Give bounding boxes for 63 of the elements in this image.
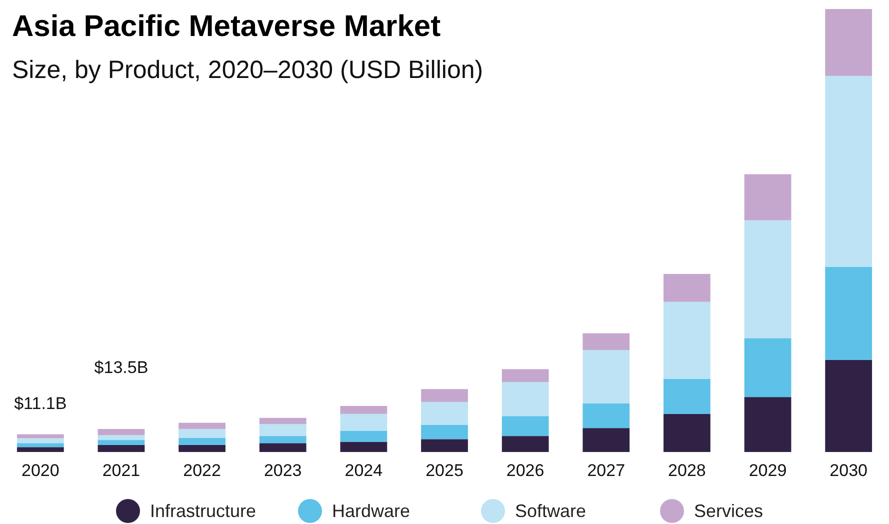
bar [259, 424, 306, 436]
bar [744, 397, 792, 452]
bar [98, 435, 145, 440]
chart-title: Asia Pacific Metaverse Market [12, 10, 441, 43]
bar [421, 402, 468, 425]
x-tick-label: 2029 [748, 461, 787, 480]
bar [178, 422, 226, 429]
bar [744, 220, 792, 338]
x-tick-label: 2023 [264, 461, 302, 480]
x-tick-label: 2027 [587, 461, 626, 480]
x-tick-label: 2020 [21, 461, 60, 480]
legend-label: Software [515, 501, 586, 521]
bar [178, 438, 226, 445]
x-tick-label: 2024 [344, 461, 383, 480]
bar [340, 414, 388, 431]
bar [259, 436, 306, 444]
text: Size, by Product, 2020–2030 (USD Billion) [12, 56, 484, 84]
bar [98, 440, 145, 445]
x-tick-label: 2021 [102, 461, 140, 480]
bar [664, 378, 710, 414]
x-tick-label: 2026 [506, 461, 544, 480]
bar [16, 438, 64, 444]
bar [178, 444, 226, 452]
legend-label: Infrastructure [150, 501, 256, 521]
bar [16, 434, 64, 438]
bar [340, 442, 388, 452]
bar [825, 9, 872, 76]
bar [178, 428, 226, 438]
bar [582, 333, 630, 350]
bar [16, 447, 64, 452]
bar [421, 389, 468, 402]
bar [421, 439, 468, 452]
bar [16, 443, 64, 448]
legend-label: Services [694, 501, 764, 521]
bar [664, 274, 710, 302]
bar [259, 443, 306, 452]
bar [98, 428, 145, 436]
bar [664, 414, 710, 452]
bar [582, 428, 630, 452]
bar [502, 416, 549, 436]
x-tick-label: 2025 [426, 461, 464, 480]
bar [98, 444, 145, 452]
bar [502, 436, 549, 452]
x-tick-label: 2030 [830, 461, 868, 480]
bar [825, 76, 872, 267]
bar [744, 338, 792, 398]
annotation: $11.1B [14, 394, 67, 413]
bar [582, 350, 630, 404]
bar [421, 424, 468, 440]
bar [502, 369, 549, 382]
annotation: $13.5B [94, 358, 148, 377]
x-tick-label: 2028 [668, 461, 706, 480]
bar [259, 418, 306, 424]
bar [825, 266, 872, 360]
legend-label: Hardware [332, 501, 410, 521]
bar [340, 430, 388, 442]
bar [502, 382, 549, 416]
bar [582, 403, 630, 428]
bar [744, 174, 792, 220]
bar [340, 406, 388, 414]
bar [825, 360, 872, 452]
x-tick-label: 2022 [183, 461, 221, 480]
bar [664, 302, 710, 379]
